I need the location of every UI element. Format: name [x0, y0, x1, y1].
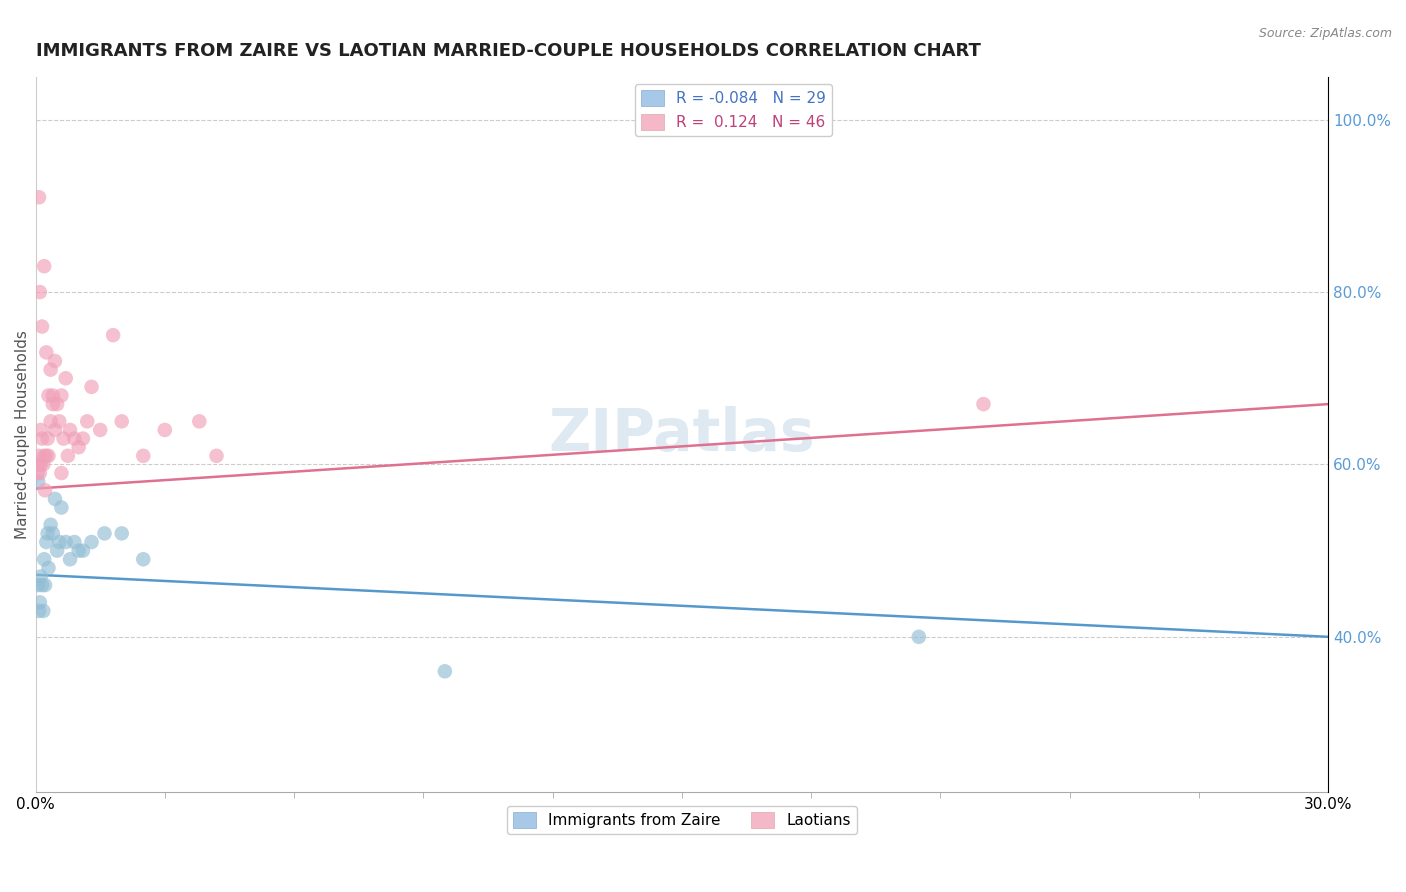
Point [37, 388, 59, 402]
Point [80, 535, 103, 549]
Point [37, 561, 59, 575]
Text: ZIPatlas: ZIPatlas [548, 406, 815, 463]
Point [972, 397, 994, 411]
Point [37, 432, 59, 446]
Point [72, 543, 94, 558]
Point [28, 595, 51, 609]
Point [28, 604, 51, 618]
Point [153, 423, 176, 437]
Point [42, 397, 65, 411]
Point [433, 665, 456, 679]
Point [46, 397, 69, 411]
Point [28, 466, 51, 480]
Point [27, 466, 49, 480]
Point [63, 535, 86, 549]
Point [188, 414, 211, 428]
Point [37, 526, 59, 541]
Point [205, 449, 228, 463]
Point [34, 483, 56, 498]
Point [46, 543, 69, 558]
Point [51, 388, 73, 402]
Point [39, 362, 62, 376]
Point [35, 535, 58, 549]
Point [31, 578, 53, 592]
Point [55, 371, 77, 385]
Legend: Immigrants from Zaire, Laotians: Immigrants from Zaire, Laotians [506, 806, 856, 834]
Point [44, 354, 66, 368]
Point [32, 259, 55, 273]
Point [35, 345, 58, 359]
Point [37, 449, 59, 463]
Point [48, 535, 70, 549]
Point [80, 380, 103, 394]
Point [55, 535, 77, 549]
Point [32, 449, 55, 463]
Point [907, 630, 929, 644]
Point [42, 388, 65, 402]
Point [27, 458, 49, 472]
Point [30, 569, 52, 583]
Point [28, 190, 51, 204]
Point [35, 449, 58, 463]
Point [52, 432, 75, 446]
Point [111, 526, 134, 541]
Point [76, 414, 98, 428]
Point [30, 458, 52, 472]
Point [72, 432, 94, 446]
Point [51, 466, 73, 480]
Point [32, 604, 55, 618]
Point [93, 526, 115, 541]
Text: IMMIGRANTS FROM ZAIRE VS LAOTIAN MARRIED-COUPLE HOUSEHOLDS CORRELATION CHART: IMMIGRANTS FROM ZAIRE VS LAOTIAN MARRIED… [35, 42, 980, 60]
Point [111, 414, 134, 428]
Point [34, 578, 56, 592]
Point [89, 423, 111, 437]
Point [59, 552, 82, 566]
Point [32, 458, 55, 472]
Point [31, 319, 53, 334]
Point [39, 517, 62, 532]
Point [44, 491, 66, 506]
Point [28, 285, 51, 299]
Point [51, 500, 73, 515]
Point [27, 475, 49, 489]
Text: Source: ZipAtlas.com: Source: ZipAtlas.com [1258, 27, 1392, 40]
Point [48, 414, 70, 428]
Y-axis label: Married-couple Households: Married-couple Households [15, 330, 30, 539]
Point [28, 449, 51, 463]
Point [132, 552, 155, 566]
Point [56, 449, 79, 463]
Point [27, 578, 49, 592]
Point [67, 543, 90, 558]
Point [63, 432, 86, 446]
Point [59, 423, 82, 437]
Point [101, 328, 124, 343]
Point [30, 423, 52, 437]
Point [42, 526, 65, 541]
Point [132, 449, 155, 463]
Point [32, 552, 55, 566]
Point [44, 423, 66, 437]
Point [31, 432, 53, 446]
Point [39, 414, 62, 428]
Point [67, 440, 90, 454]
